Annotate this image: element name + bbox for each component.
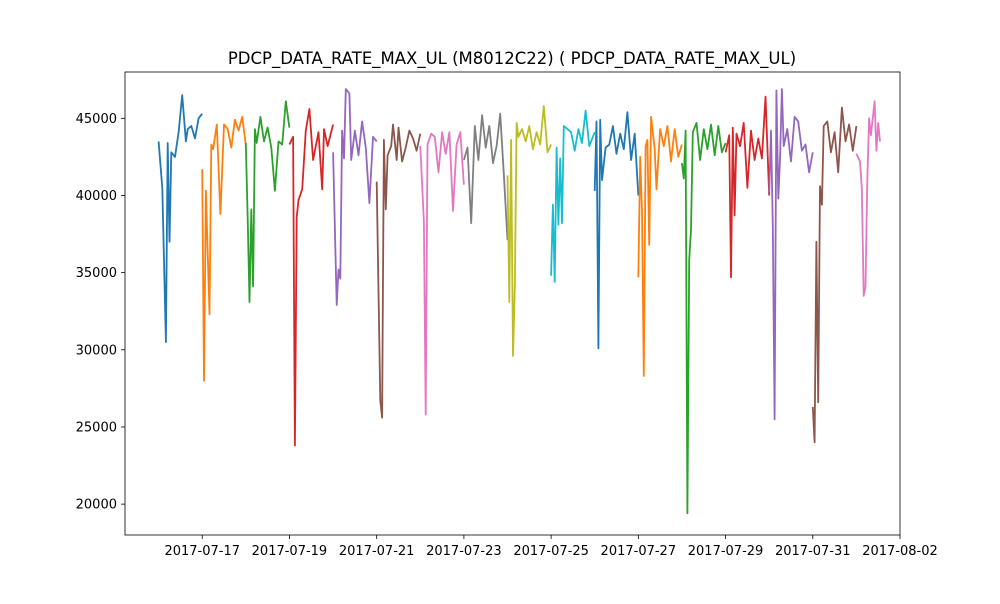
x-axis-ticks: 2017-07-17 2017-07-19 2017-07-21 2017-07-23…	[164, 535, 938, 559]
series-line-12	[637, 115, 683, 377]
chart-title: PDCP_DATA_RATE_MAX_UL (M8012C22) ( PDCP_…	[228, 49, 796, 69]
series-line-9	[506, 105, 552, 357]
y-tick-label: 25000	[76, 420, 117, 435]
series-line-1	[157, 94, 203, 344]
series-line-16	[811, 106, 858, 444]
series-line-10	[550, 109, 596, 283]
y-tick-label: 45000	[76, 112, 117, 127]
series-line-5	[332, 88, 378, 306]
x-tick-label: 2017-08-02	[862, 544, 938, 559]
x-tick-label: 2017-07-23	[426, 544, 502, 559]
y-tick-label: 20000	[76, 498, 117, 513]
x-tick-label: 2017-07-21	[339, 544, 415, 559]
x-tick-label: 2017-07-29	[688, 544, 764, 559]
y-tick-label: 35000	[76, 266, 117, 281]
series-line-14	[724, 95, 771, 279]
series-line-7	[419, 131, 465, 416]
x-tick-label: 2017-07-31	[775, 544, 851, 559]
x-tick-label: 2017-07-19	[252, 544, 328, 559]
series-line-4	[288, 108, 334, 447]
x-tick-label: 2017-07-17	[164, 544, 240, 559]
series-line-13	[681, 122, 727, 515]
series-line-17	[855, 100, 881, 297]
series-line-15	[768, 88, 814, 421]
series-line-3	[244, 100, 291, 303]
x-tick-label: 2017-07-25	[513, 544, 589, 559]
y-axis-ticks: 20000 25000 30000 35000 40000 45000	[76, 112, 125, 513]
x-tick-label: 2017-07-27	[601, 544, 677, 559]
y-tick-label: 30000	[76, 343, 117, 358]
plot-area-frame	[124, 71, 901, 536]
y-tick-label: 40000	[76, 189, 117, 204]
series-layer	[157, 88, 881, 515]
series-line-6	[375, 123, 422, 419]
series-line-11	[593, 111, 640, 350]
series-line-2	[201, 115, 247, 382]
series-line-8	[463, 112, 509, 241]
